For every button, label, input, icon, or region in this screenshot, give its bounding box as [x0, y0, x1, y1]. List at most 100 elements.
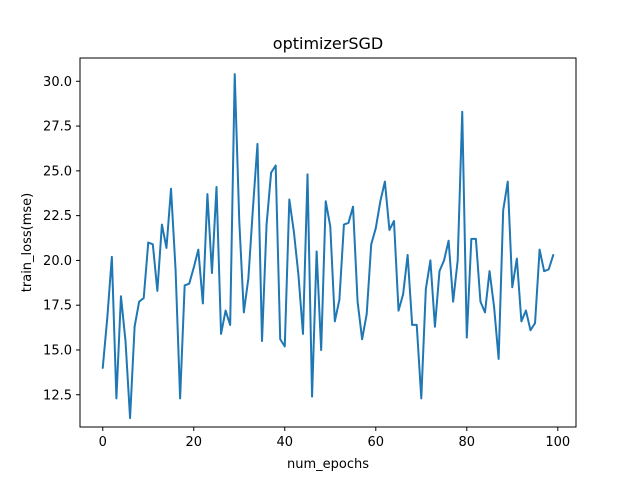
- data-point: [497, 358, 500, 360]
- data-point: [538, 248, 541, 251]
- data-point: [552, 254, 555, 256]
- data-point: [447, 239, 450, 242]
- y-tick-label: 30.0: [43, 75, 72, 90]
- data-point: [329, 225, 332, 228]
- data-point: [520, 320, 523, 323]
- data-point: [270, 171, 272, 174]
- data-point: [279, 338, 282, 341]
- data-point: [252, 207, 254, 210]
- data-point: [406, 254, 409, 256]
- data-point: [129, 417, 131, 419]
- data-point: [197, 248, 200, 251]
- data-point: [315, 250, 318, 253]
- data-point: [211, 272, 213, 274]
- data-point: [465, 336, 468, 339]
- data-point: [101, 367, 104, 369]
- data-point: [370, 243, 373, 246]
- data-point: [361, 338, 363, 341]
- data-point: [174, 268, 177, 271]
- data-point: [425, 288, 427, 290]
- data-point: [206, 193, 209, 195]
- data-point: [324, 200, 327, 203]
- data-point: [543, 270, 545, 272]
- y-tick-label: 12.5: [43, 388, 72, 403]
- data-point: [338, 299, 341, 301]
- axes-frame: [79, 57, 577, 428]
- data-point: [516, 257, 518, 260]
- data-point: [192, 266, 195, 269]
- x-tick-label: 100: [545, 435, 570, 450]
- data-point: [288, 198, 291, 201]
- data-point: [220, 333, 222, 335]
- x-axis: 0 20 40 60 80 100: [99, 427, 570, 450]
- data-point: [156, 290, 159, 292]
- data-point: [120, 295, 122, 298]
- data-point: [224, 309, 227, 312]
- data-point: [170, 187, 172, 190]
- data-point: [393, 220, 395, 222]
- data-point: [388, 229, 391, 231]
- data-point: [384, 180, 386, 183]
- y-tick-label: 20.0: [43, 254, 72, 269]
- y-tick-label: 15.0: [43, 343, 72, 358]
- data-point: [238, 220, 241, 222]
- y-axis-label: train_loss(mse): [20, 193, 35, 292]
- data-point: [297, 273, 300, 276]
- data-point: [243, 311, 245, 314]
- data-points: [101, 73, 555, 419]
- data-point: [479, 300, 482, 303]
- y-axis: 12.5 15.0 17.5 20.0 22.5 25.0 27.5 30.0: [43, 75, 80, 403]
- data-point: [320, 349, 322, 351]
- data-point: [283, 345, 286, 348]
- data-point: [147, 241, 150, 244]
- data-point: [115, 397, 118, 400]
- data-point: [525, 309, 527, 312]
- data-point: [374, 227, 377, 229]
- y-tick-label: 25.0: [43, 164, 72, 179]
- data-point: [124, 340, 127, 342]
- plot-area: 0 20 40 60 80 100 12.5 15.0 17.5 20.0 22.5 25.0 27.…: [43, 57, 577, 450]
- data-point: [265, 223, 268, 226]
- data-point: [511, 286, 514, 289]
- data-point: [274, 164, 277, 167]
- data-point: [293, 230, 295, 233]
- data-point: [142, 297, 145, 299]
- data-point: [493, 306, 495, 308]
- data-point: [397, 309, 400, 312]
- data-point: [247, 277, 250, 280]
- data-point: [484, 311, 486, 314]
- data-point: [334, 320, 336, 323]
- data-point: [183, 284, 186, 287]
- data-point: [256, 143, 259, 145]
- data-point: [506, 180, 509, 183]
- data-point: [452, 300, 454, 303]
- data-point: [429, 259, 432, 262]
- data-point: [402, 293, 404, 296]
- data-point: [411, 324, 413, 326]
- x-tick-label: 20: [185, 435, 202, 450]
- data-point: [165, 247, 168, 249]
- data-point: [352, 205, 354, 208]
- x-tick-label: 80: [459, 435, 476, 450]
- data-point: [152, 243, 154, 246]
- y-tick-label: 22.5: [43, 209, 72, 224]
- data-point: [461, 110, 464, 113]
- data-point: [438, 270, 441, 272]
- chart-title: optimizerSGD: [273, 34, 383, 53]
- data-point: [106, 316, 109, 319]
- data-point: [470, 238, 473, 240]
- data-point: [202, 302, 204, 305]
- data-point: [138, 300, 140, 303]
- data-point: [529, 329, 532, 332]
- series-line: [101, 73, 555, 420]
- data-point: [261, 340, 263, 342]
- data-point: [443, 259, 445, 262]
- y-tick-label: 17.5: [43, 299, 72, 314]
- data-point: [534, 322, 536, 324]
- x-tick-label: 40: [276, 435, 293, 450]
- data-point: [415, 324, 418, 326]
- data-point: [111, 256, 113, 258]
- x-tick-label: 0: [99, 435, 107, 450]
- data-point: [233, 73, 236, 75]
